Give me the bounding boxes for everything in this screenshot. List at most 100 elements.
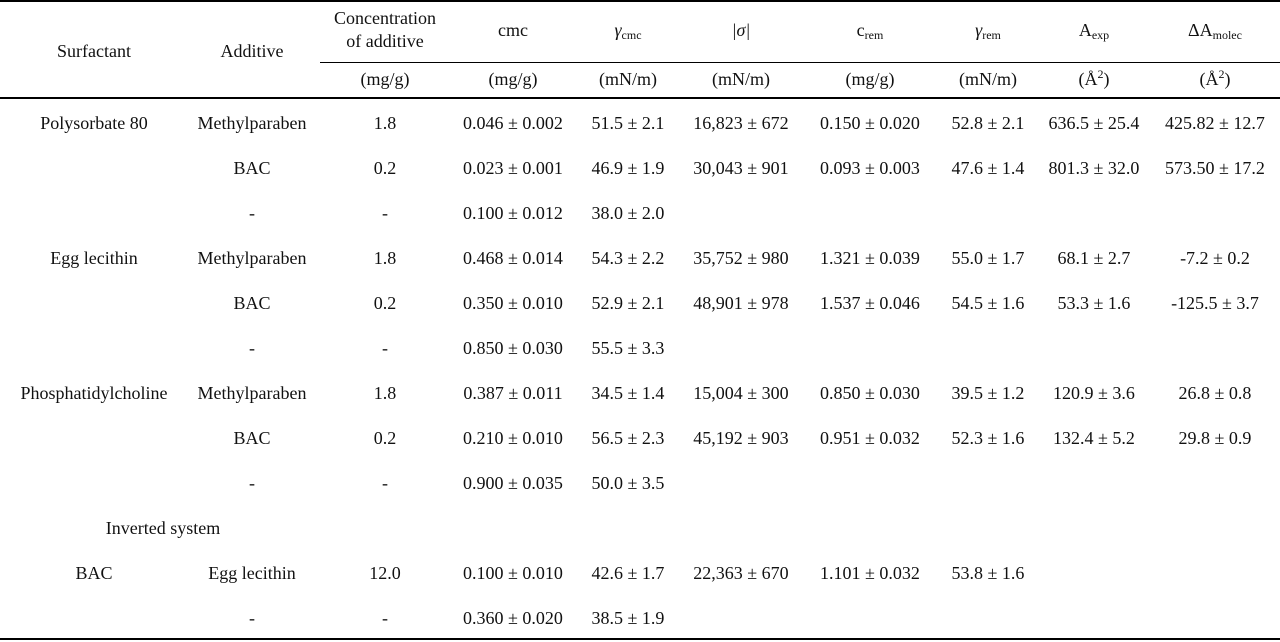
- cell-gcmc: 46.9 ± 1.9: [591, 158, 665, 178]
- cell-crem: 0.093 ± 0.003: [820, 158, 920, 178]
- cell-surfactant: Egg lecithin: [50, 248, 138, 268]
- cell-crem: 0.150 ± 0.020: [820, 113, 920, 133]
- cell-cmc: 0.100 ± 0.010: [463, 563, 563, 583]
- table-bottom-rule: [0, 638, 1280, 640]
- cell-cmc: 0.387 ± 0.011: [463, 383, 563, 403]
- cell-surfactant: BAC: [75, 563, 113, 583]
- cell-gcmc: 56.5 ± 2.3: [591, 428, 665, 448]
- cell-aexp: 801.3 ± 32.0: [1048, 158, 1140, 178]
- cell-cmc: 0.210 ± 0.010: [463, 428, 563, 448]
- cell-sigma: 45,192 ± 903: [693, 428, 789, 448]
- cell-aexp: 636.5 ± 25.4: [1048, 113, 1140, 133]
- cell-crem: 1.537 ± 0.046: [820, 293, 920, 313]
- cell-cmc: 0.900 ± 0.035: [463, 473, 563, 493]
- cell-additive: BAC: [233, 158, 271, 178]
- unit-gamma-rem: (mN/m): [959, 69, 1017, 89]
- cell-additive: Methylparaben: [197, 113, 307, 133]
- cell-conc: 1.8: [373, 248, 397, 268]
- table-top-rule: [0, 0, 1280, 2]
- cell-crem: 1.321 ± 0.039: [820, 248, 920, 268]
- cell-gcmc: 34.5 ± 1.4: [591, 383, 665, 403]
- cell-gcmc: 54.3 ± 2.2: [591, 248, 665, 268]
- cell-additive: -: [249, 473, 255, 493]
- unit-gamma-cmc: (mN/m): [599, 69, 657, 89]
- cell-conc: -: [382, 203, 388, 223]
- cell-conc: -: [382, 473, 388, 493]
- cell-grem: 55.0 ± 1.7: [951, 248, 1025, 268]
- header-surfactant: Surfactant: [57, 41, 131, 61]
- cell-cmc: 0.350 ± 0.010: [463, 293, 563, 313]
- cell-conc: 1.8: [373, 383, 397, 403]
- cell-sigma: 15,004 ± 300: [693, 383, 789, 403]
- cell-conc: -: [382, 608, 388, 628]
- header-gamma-cmc: γcmc: [614, 20, 642, 42]
- header-aexp: Aexp: [1078, 20, 1110, 42]
- cell-additive: Egg lecithin: [208, 563, 296, 583]
- unit-concentration: (mg/g): [360, 69, 410, 89]
- header-cmc: cmc: [498, 20, 528, 40]
- cell-gcmc: 38.5 ± 1.9: [591, 608, 665, 628]
- cell-cmc: 0.100 ± 0.012: [463, 203, 563, 223]
- cell-damolec: 425.82 ± 12.7: [1165, 113, 1265, 133]
- cell-grem: 54.5 ± 1.6: [951, 293, 1025, 313]
- cell-sigma: 16,823 ± 672: [693, 113, 789, 133]
- cell-sigma: 22,363 ± 670: [693, 563, 789, 583]
- cell-additive: Methylparaben: [197, 383, 307, 403]
- cell-aexp: 53.3 ± 1.6: [1057, 293, 1131, 313]
- cell-surfactant: Inverted system: [105, 518, 221, 538]
- table-header-mid-rule: [320, 62, 1280, 63]
- unit-cmc: (mg/g): [488, 69, 538, 89]
- cell-damolec: 26.8 ± 0.8: [1178, 383, 1252, 403]
- cell-aexp: 120.9 ± 3.6: [1053, 383, 1135, 403]
- cell-conc: 12.0: [369, 563, 401, 583]
- cell-surfactant: Phosphatidylcholine: [20, 383, 168, 403]
- header-concentration-line1: Concentration: [334, 8, 436, 28]
- cell-aexp: 68.1 ± 2.7: [1057, 248, 1131, 268]
- cell-conc: -: [382, 338, 388, 358]
- cell-conc: 0.2: [373, 293, 397, 313]
- cell-gcmc: 42.6 ± 1.7: [591, 563, 665, 583]
- cell-cmc: 0.023 ± 0.001: [463, 158, 563, 178]
- cell-crem: 1.101 ± 0.032: [820, 563, 920, 583]
- cell-additive: Methylparaben: [197, 248, 307, 268]
- cell-aexp: 132.4 ± 5.2: [1053, 428, 1135, 448]
- unit-aexp: (Å2): [1078, 67, 1110, 89]
- unit-crem: (mg/g): [845, 69, 895, 89]
- cell-gcmc: 55.5 ± 3.3: [591, 338, 665, 358]
- cell-crem: 0.850 ± 0.030: [820, 383, 920, 403]
- cell-additive: BAC: [233, 428, 271, 448]
- cell-damolec: 29.8 ± 0.9: [1178, 428, 1252, 448]
- cell-gcmc: 51.5 ± 2.1: [591, 113, 665, 133]
- table-header-rule: [0, 97, 1280, 99]
- cell-cmc: 0.046 ± 0.002: [463, 113, 563, 133]
- header-additive: Additive: [220, 41, 284, 61]
- cell-sigma: 30,043 ± 901: [693, 158, 789, 178]
- cell-grem: 52.3 ± 1.6: [951, 428, 1025, 448]
- cell-grem: 47.6 ± 1.4: [951, 158, 1025, 178]
- header-damolec: ΔAmolec: [1188, 20, 1242, 42]
- cell-additive: -: [249, 608, 255, 628]
- unit-sigma: (mN/m): [712, 69, 770, 89]
- cell-cmc: 0.360 ± 0.020: [463, 608, 563, 628]
- cell-sigma: 35,752 ± 980: [693, 248, 789, 268]
- cell-crem: 0.951 ± 0.032: [820, 428, 920, 448]
- cell-cmc: 0.850 ± 0.030: [463, 338, 563, 358]
- cell-sigma: 48,901 ± 978: [693, 293, 789, 313]
- cell-damolec: -125.5 ± 3.7: [1171, 293, 1259, 313]
- cell-additive: -: [249, 203, 255, 223]
- cell-damolec: -7.2 ± 0.2: [1180, 248, 1250, 268]
- cell-damolec: 573.50 ± 17.2: [1165, 158, 1265, 178]
- cell-grem: 53.8 ± 1.6: [951, 563, 1025, 583]
- header-crem: crem: [856, 20, 884, 42]
- cell-gcmc: 52.9 ± 2.1: [591, 293, 665, 313]
- cell-conc: 0.2: [373, 428, 397, 448]
- header-gamma-rem: γrem: [975, 20, 1001, 42]
- cell-grem: 52.8 ± 2.1: [951, 113, 1025, 133]
- cell-grem: 39.5 ± 1.2: [951, 383, 1025, 403]
- cell-additive: BAC: [233, 293, 271, 313]
- cell-gcmc: 38.0 ± 2.0: [591, 203, 665, 223]
- cell-conc: 0.2: [373, 158, 397, 178]
- cell-cmc: 0.468 ± 0.014: [463, 248, 563, 268]
- cell-conc: 1.8: [373, 113, 397, 133]
- cell-gcmc: 50.0 ± 3.5: [591, 473, 665, 493]
